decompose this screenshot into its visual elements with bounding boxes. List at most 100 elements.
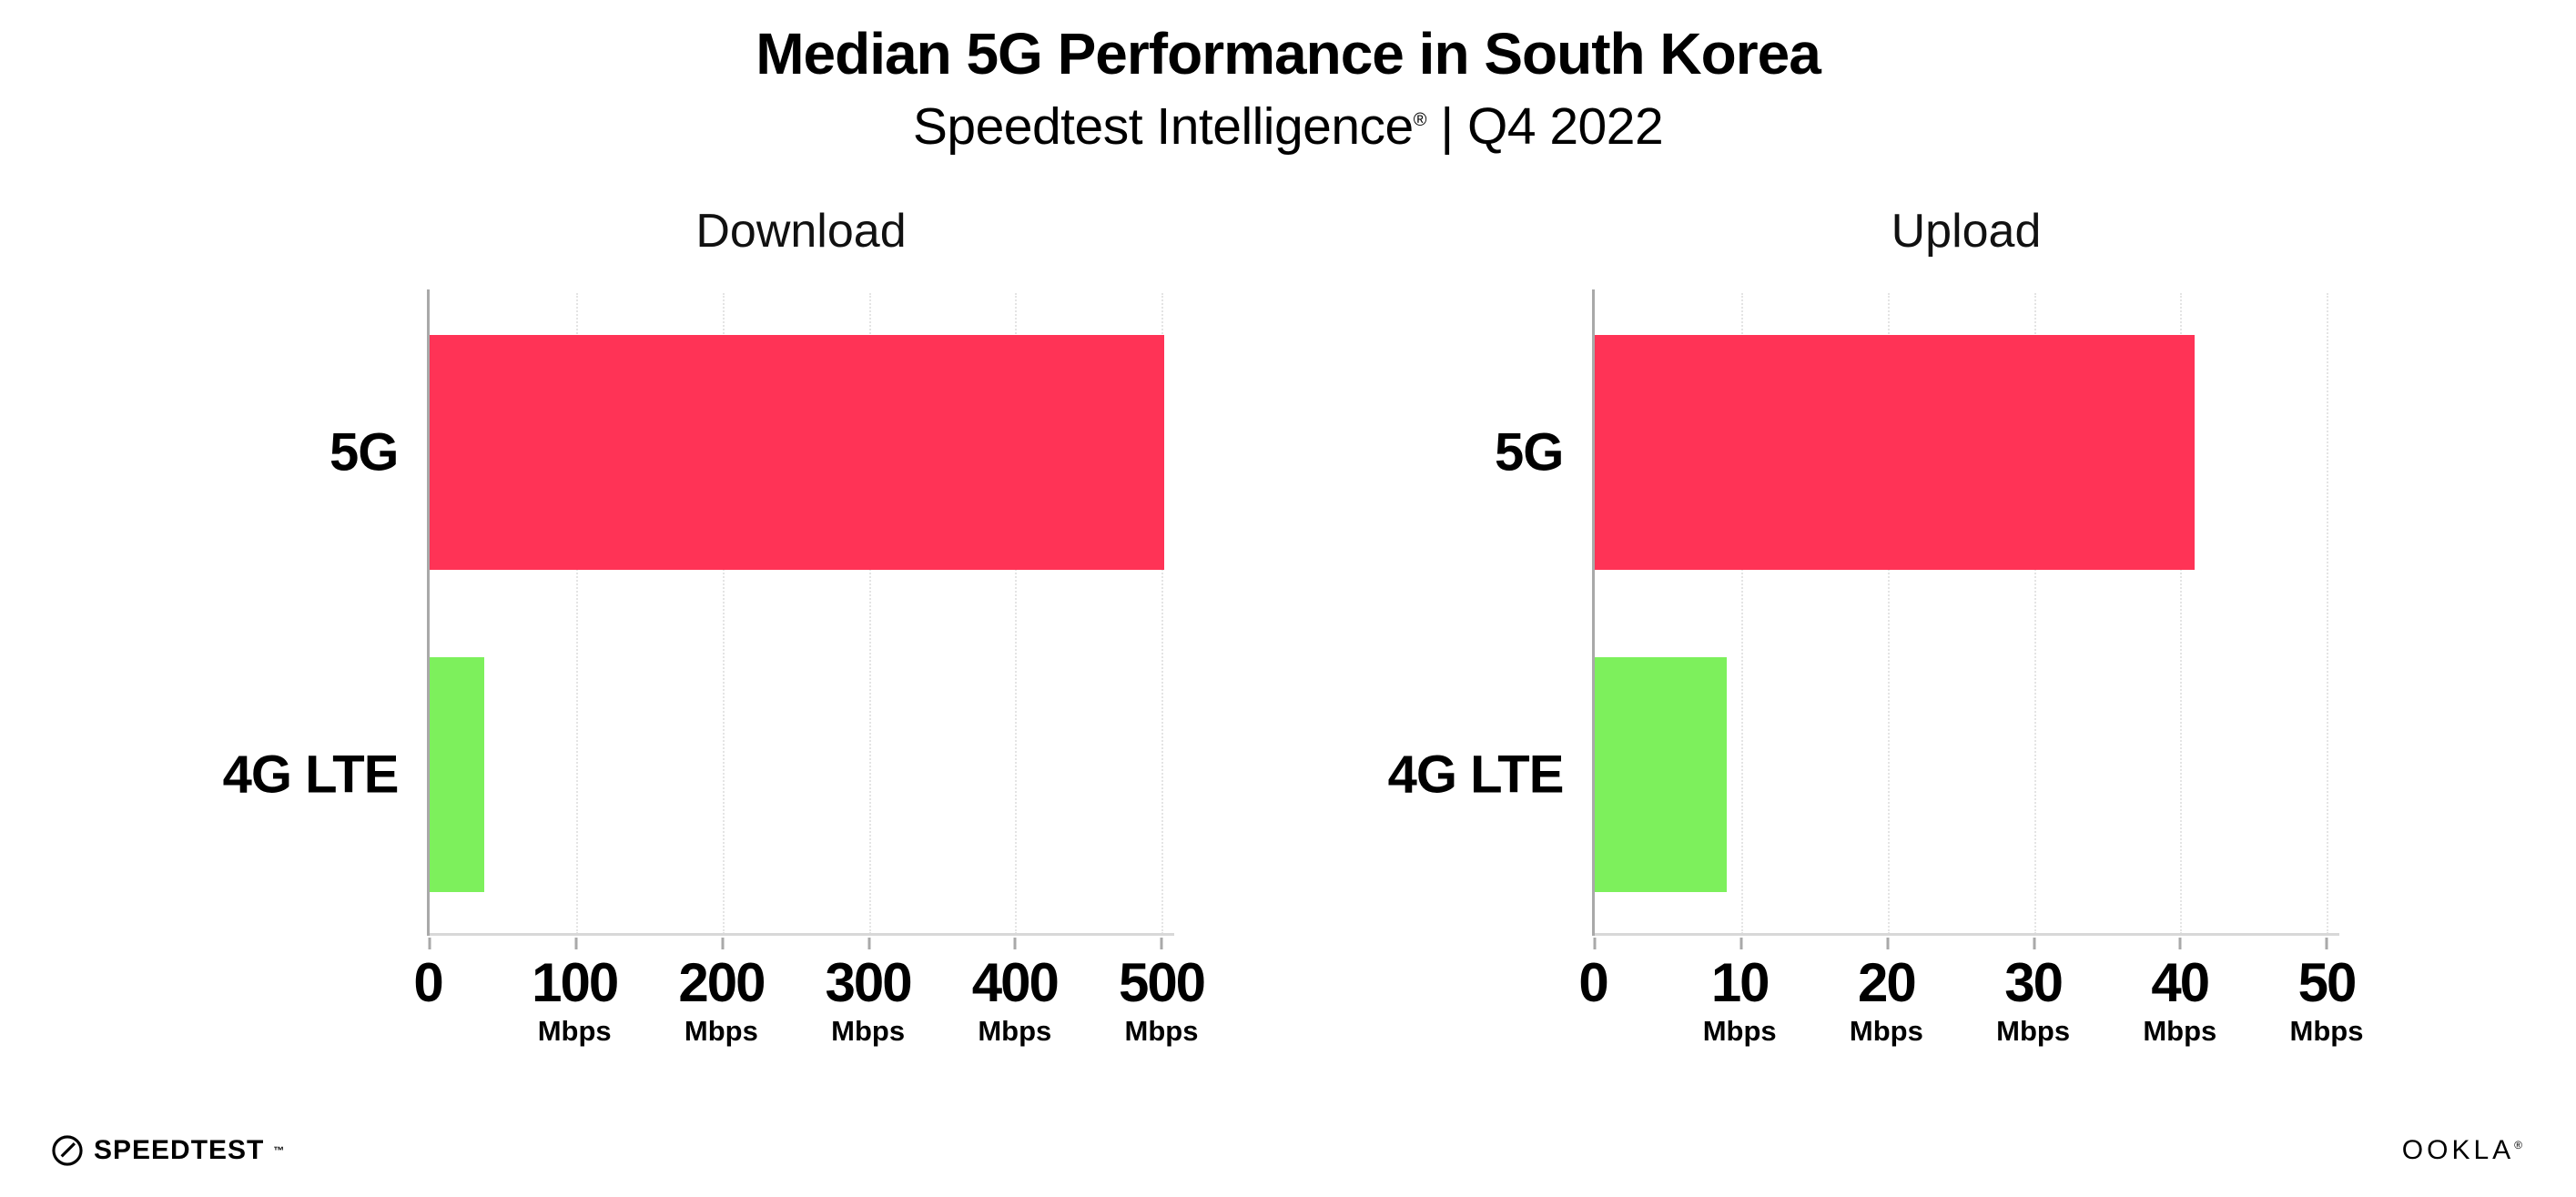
axis-tick — [2033, 938, 2036, 949]
axis-tick — [1160, 938, 1163, 949]
chart-header: Median 5G Performance in South Korea Spe… — [0, 0, 2576, 157]
upload-plot-area — [1592, 289, 2339, 949]
x-tick-unit: Mbps — [831, 1015, 906, 1047]
bar-4g-lte — [430, 656, 484, 893]
gridline — [2180, 293, 2183, 934]
gridline — [1887, 293, 1890, 934]
x-tick-unit: Mbps — [1702, 1015, 1777, 1047]
download-chart-body: 5G 4G LTE — [223, 289, 1174, 949]
x-tick-label: 300 Mbps — [825, 952, 913, 1048]
ookla-wordmark: OOKLA — [2401, 1135, 2515, 1165]
x-tick-label: 200 Mbps — [678, 952, 766, 1048]
upload-x-axis-line — [1595, 933, 2339, 936]
ookla-registered: ® — [2514, 1139, 2526, 1151]
subtitle-brand: Speedtest Intelligence — [912, 97, 1414, 156]
upload-bars — [1595, 289, 2327, 936]
x-tick-value: 400 — [971, 952, 1060, 1013]
x-tick-label: 400 Mbps — [971, 952, 1060, 1048]
x-tick-label: 50 Mbps — [2290, 954, 2364, 1048]
upload-chart-body: 5G 4G LTE — [1388, 289, 2339, 949]
axis-tick — [574, 938, 578, 949]
panel-title-download: Download — [695, 205, 907, 258]
x-tick-label: 0 — [1578, 952, 1608, 1013]
gridline — [1015, 293, 1018, 934]
category-label-5g: 5G — [1495, 422, 1564, 482]
bar-5g — [1595, 334, 2196, 571]
download-plot-area — [427, 289, 1174, 949]
upload-category-axis: 5G 4G LTE — [1388, 289, 1592, 936]
upload-chart-panel: Upload 5G 4G LTE 0 10 Mbps 20 Mbps 30 Mbps 40 Mbp… — [1388, 204, 2364, 1109]
x-tick-value: 30 — [2004, 952, 2064, 1013]
upload-ticks — [1593, 289, 2328, 949]
bar-4g-lte — [1595, 656, 1728, 893]
x-tick-value: 20 — [1858, 952, 1917, 1013]
axis-tick — [1886, 938, 1890, 949]
gridline — [2327, 293, 2328, 934]
upload-x-axis-labels: 0 10 Mbps 20 Mbps 30 Mbps 40 Mbps 50 Mbps — [1578, 954, 2363, 1109]
download-x-axis-line — [430, 933, 1174, 936]
x-tick-value: 10 — [1710, 952, 1770, 1013]
charts-row: Download 5G 4G LTE 0 100 Mbps 200 Mbps 300 Mbps… — [0, 204, 2576, 1109]
x-tick-value: 200 — [678, 952, 766, 1013]
download-gridlines — [430, 289, 1163, 936]
x-tick-unit: Mbps — [537, 1015, 612, 1047]
download-x-axis-labels: 0 100 Mbps 200 Mbps 300 Mbps 400 Mbps 500 Mbps — [413, 952, 1206, 1109]
axis-tick — [2325, 938, 2328, 949]
speedtest-wordmark: SPEEDTEST — [94, 1135, 265, 1165]
download-bars — [430, 289, 1165, 936]
gridline — [722, 293, 725, 934]
bar-5g — [430, 334, 1165, 571]
x-tick-value: 0 — [1578, 952, 1608, 1013]
upload-gridlines — [1595, 289, 2328, 936]
footer: SPEEDTEST ™ OOKLA® — [50, 1133, 2526, 1168]
axis-tick — [428, 938, 431, 949]
x-tick-value: 40 — [2151, 952, 2210, 1013]
x-tick-value: 500 — [1118, 952, 1206, 1013]
x-tick-label: 20 Mbps — [1850, 954, 1923, 1048]
gridline — [868, 293, 871, 934]
download-chart-panel: Download 5G 4G LTE 0 100 Mbps 200 Mbps 300 Mbps… — [223, 204, 1206, 1109]
download-category-axis: 5G 4G LTE — [223, 289, 427, 936]
x-tick-label: 10 Mbps — [1703, 954, 1777, 1048]
x-tick-label: 500 Mbps — [1118, 952, 1206, 1048]
speedtest-gauge-icon — [50, 1133, 85, 1168]
x-tick-unit: Mbps — [1996, 1015, 2071, 1047]
category-label-4g-lte: 4G LTE — [1387, 745, 1565, 805]
panel-title-upload: Upload — [1891, 205, 2042, 258]
x-tick-unit: Mbps — [1849, 1015, 1923, 1047]
x-tick-value: 100 — [532, 952, 619, 1013]
gridline — [2033, 293, 2036, 934]
x-tick-unit: Mbps — [1124, 1015, 1199, 1047]
gridline — [1741, 293, 1744, 934]
chart-subtitle: Speedtest Intelligence® | Q4 2022 — [0, 96, 2576, 157]
x-tick-value: 0 — [413, 952, 443, 1013]
x-tick-label: 100 Mbps — [532, 952, 619, 1048]
speedtest-logo: SPEEDTEST ™ — [50, 1133, 285, 1168]
registered-mark: ® — [1413, 110, 1427, 130]
gridline — [1161, 293, 1163, 934]
x-tick-unit: Mbps — [684, 1015, 758, 1047]
ookla-logo: OOKLA® — [2402, 1135, 2526, 1166]
x-tick-unit: Mbps — [2143, 1015, 2217, 1047]
axis-tick — [1013, 938, 1017, 949]
gridline — [576, 293, 579, 934]
x-tick-unit: Mbps — [2289, 1015, 2364, 1047]
x-tick-label: 0 — [413, 952, 443, 1013]
chart-title: Median 5G Performance in South Korea — [756, 21, 1821, 86]
category-label-5g: 5G — [330, 422, 399, 482]
download-ticks — [428, 289, 1163, 949]
axis-tick — [721, 938, 725, 949]
x-tick-value: 50 — [2297, 952, 2358, 1013]
category-label-4g-lte: 4G LTE — [222, 745, 400, 805]
speedtest-trademark: ™ — [273, 1144, 286, 1157]
axis-tick — [867, 938, 871, 949]
axis-tick — [1593, 938, 1597, 949]
x-tick-unit: Mbps — [978, 1015, 1052, 1047]
x-tick-label: 40 Mbps — [2143, 954, 2216, 1048]
subtitle-period: | Q4 2022 — [1426, 97, 1664, 156]
x-tick-value: 300 — [825, 952, 913, 1013]
axis-tick — [2178, 938, 2182, 949]
axis-tick — [1739, 938, 1743, 949]
x-tick-label: 30 Mbps — [1996, 954, 2070, 1048]
